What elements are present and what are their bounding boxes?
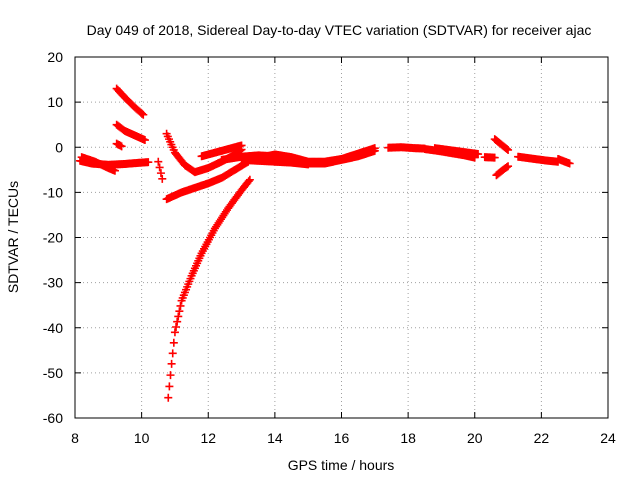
- data-point: [167, 359, 176, 368]
- y-tick-label: -40: [43, 320, 63, 336]
- x-axis-label: GPS time / hours: [288, 457, 395, 473]
- data-point: [117, 142, 126, 151]
- y-tick-label: 0: [55, 139, 63, 155]
- data-point: [174, 312, 183, 321]
- data-point: [502, 145, 511, 154]
- data-points: [75, 84, 574, 402]
- series-seg-b: [77, 153, 119, 175]
- series-seg-d: [112, 120, 149, 145]
- data-point: [169, 338, 178, 347]
- data-point: [138, 109, 147, 118]
- data-point: [164, 393, 173, 402]
- data-point: [502, 163, 511, 172]
- data-point: [176, 301, 185, 310]
- data-point: [144, 158, 153, 167]
- data-point: [565, 159, 574, 168]
- series-seg-q: [480, 153, 499, 162]
- data-point: [168, 349, 177, 358]
- series-seg-m: [254, 144, 379, 166]
- y-tick-labels: -60 -50 -40 -30 -20 -10 0 10 20: [43, 49, 63, 426]
- series-seg-n: [384, 143, 429, 153]
- series-seg-h: [162, 157, 253, 204]
- data-point: [166, 371, 175, 380]
- data-point: [173, 317, 182, 326]
- x-tick-label: 24: [600, 430, 616, 446]
- y-tick-label: 10: [47, 94, 63, 110]
- x-tick-label: 20: [467, 430, 483, 446]
- series-seg-u: [554, 154, 574, 168]
- data-point: [175, 307, 184, 316]
- data-point: [245, 175, 254, 184]
- series-seg-f: [154, 157, 167, 183]
- series-seg-a: [75, 156, 153, 169]
- data-point: [370, 144, 379, 153]
- axis-ticks: [74, 56, 609, 419]
- y-tick-label: -30: [43, 275, 63, 291]
- grid: [74, 56, 609, 419]
- y-tick-label: -60: [43, 410, 63, 426]
- x-tick-label: 10: [134, 430, 150, 446]
- chart-title: Day 049 of 2018, Sidereal Day-to-day VTE…: [87, 22, 592, 38]
- series-seg-p: [430, 144, 483, 159]
- series-seg-j: [197, 141, 246, 161]
- series-seg-s: [492, 162, 513, 180]
- data-point: [172, 322, 181, 331]
- y-tick-label: -20: [43, 230, 63, 246]
- y-tick-label: -50: [43, 365, 63, 381]
- x-tick-label: 22: [534, 430, 550, 446]
- data-point: [158, 174, 167, 183]
- y-tick-label: -10: [43, 184, 63, 200]
- data-point: [165, 382, 174, 391]
- data-point: [155, 163, 164, 172]
- data-point: [490, 153, 499, 162]
- data-point: [504, 145, 513, 154]
- x-tick-labels: 8 10 12 14 16 18 20 22 24: [71, 430, 616, 446]
- series-seg-r: [490, 135, 513, 154]
- data-point: [139, 110, 148, 119]
- data-point: [140, 136, 149, 145]
- series-seg-t: [514, 152, 563, 166]
- x-tick-label: 8: [71, 430, 79, 446]
- data-point: [237, 141, 246, 150]
- data-point: [156, 169, 165, 178]
- series-seg-e: [112, 139, 126, 151]
- series-seg-i: [164, 175, 254, 402]
- data-point: [504, 162, 513, 171]
- data-point: [110, 166, 119, 175]
- data-point: [170, 328, 179, 337]
- x-tick-label: 18: [400, 430, 416, 446]
- x-tick-label: 14: [267, 430, 283, 446]
- y-tick-label: 20: [47, 49, 63, 65]
- x-tick-label: 16: [334, 430, 350, 446]
- data-point: [474, 150, 483, 159]
- y-axis-label: SDTVAR / TECUs: [5, 181, 21, 293]
- x-tick-label: 12: [200, 430, 216, 446]
- data-point: [244, 177, 253, 186]
- series-seg-c: [112, 84, 148, 119]
- data-point: [154, 157, 163, 166]
